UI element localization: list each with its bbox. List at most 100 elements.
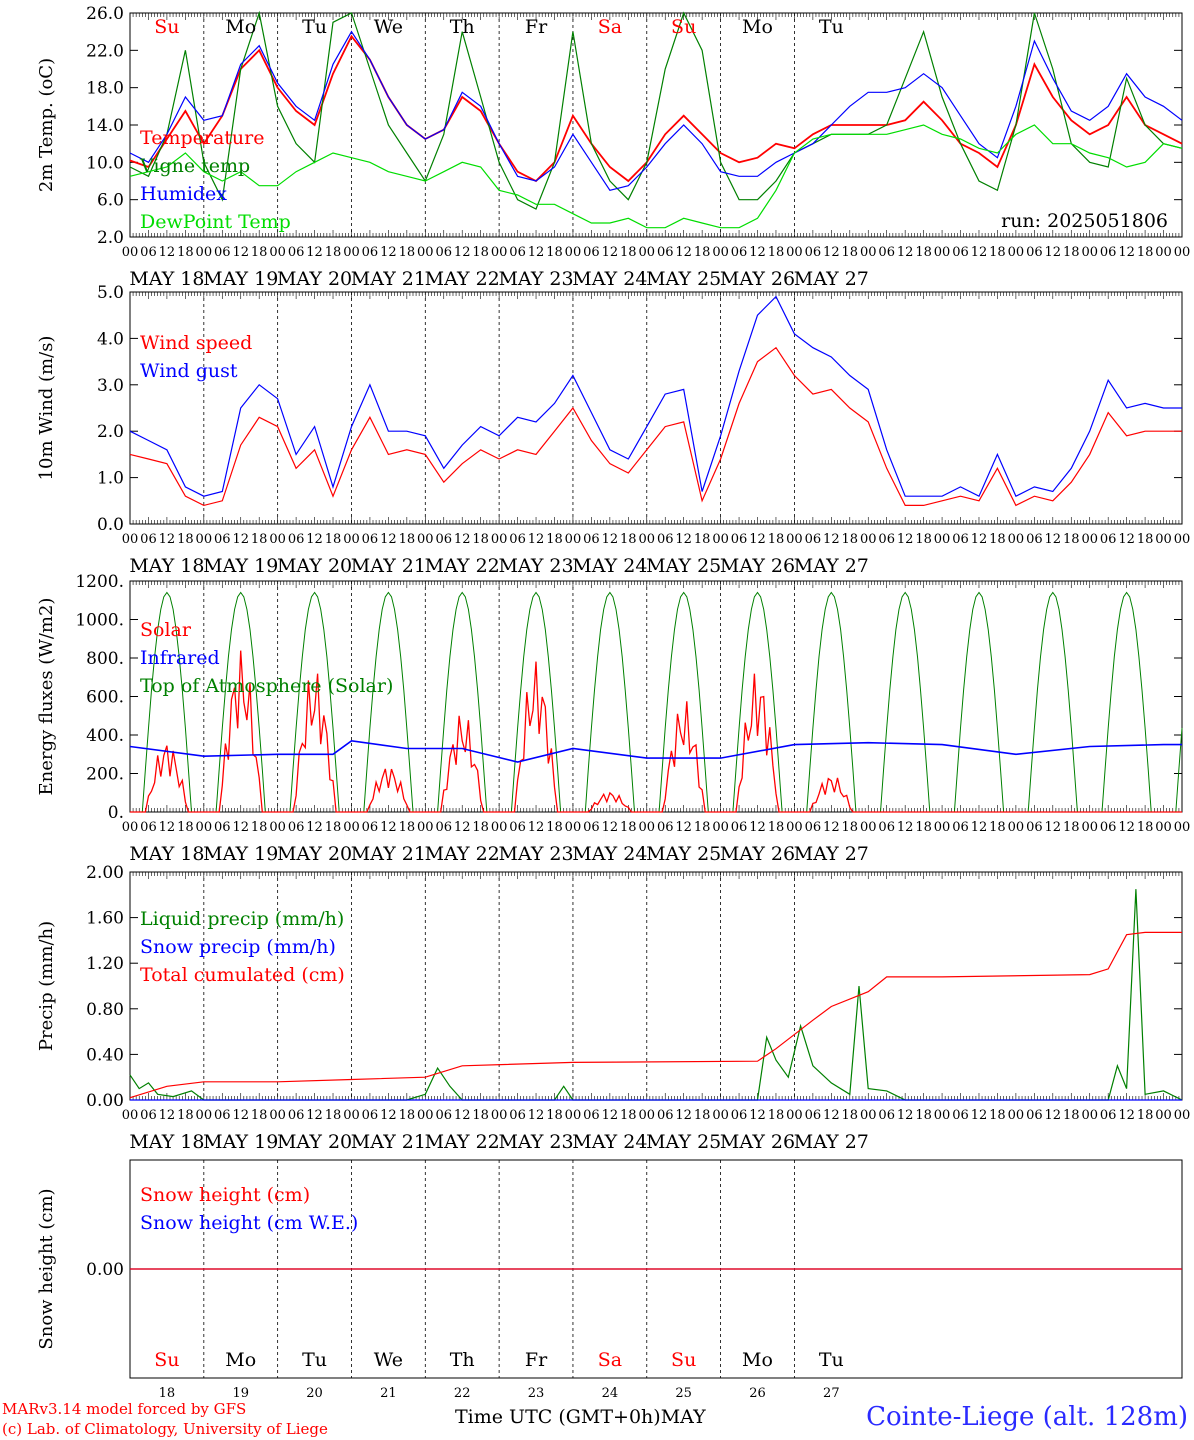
- date-label: MAY 20: [277, 555, 352, 577]
- legend-entry: Wind speed: [140, 332, 252, 354]
- hour-tick-label: 06: [435, 532, 452, 547]
- hour-tick-label: 06: [140, 1108, 157, 1123]
- hour-tick-label: 00: [491, 1108, 508, 1123]
- date-label: MAY 25: [646, 1131, 721, 1153]
- hour-tick-label: 12: [823, 245, 840, 260]
- date-label: MAY 21: [351, 1131, 426, 1153]
- hour-tick-label: 00: [196, 245, 213, 260]
- legend-entry: Solar: [140, 619, 192, 641]
- legend-entry: Snow precip (mm/h): [140, 936, 336, 958]
- day-number-label: 18: [159, 1386, 176, 1401]
- date-label: MAY 25: [646, 268, 721, 290]
- y-tick-label: 1.0: [97, 469, 124, 489]
- y-tick-label: 2.0: [97, 422, 124, 442]
- hour-tick-label: 18: [546, 1108, 563, 1123]
- hour-tick-label: 12: [1045, 820, 1062, 835]
- legend-entry: Snow height (cm): [140, 1184, 310, 1206]
- hour-tick-label: 00: [1174, 820, 1191, 835]
- hour-tick-label: 18: [1063, 820, 1080, 835]
- hour-tick-label: 06: [952, 245, 969, 260]
- hour-tick-label: 06: [140, 532, 157, 547]
- y-tick-label: 2.00: [86, 863, 124, 883]
- hour-tick-label: 06: [805, 1108, 822, 1123]
- hour-tick-label: 12: [1118, 532, 1135, 547]
- weekday-label-top: Su: [671, 16, 696, 38]
- hour-tick-label: 00: [196, 820, 213, 835]
- date-label: MAY 23: [498, 268, 573, 290]
- hour-tick-label: 18: [251, 245, 268, 260]
- x-axis-title: Time UTC (GMT+0h): [455, 1406, 661, 1428]
- date-label: MAY 20: [277, 268, 352, 290]
- hour-tick-label: 00: [122, 820, 139, 835]
- day-number-label: 26: [749, 1386, 766, 1401]
- hour-tick-label: 00: [269, 820, 286, 835]
- hour-tick-label: 00: [269, 1108, 286, 1123]
- hour-tick-label: 18: [251, 820, 268, 835]
- plot-frame: [129, 12, 1183, 238]
- legend-entry: Infrared: [140, 647, 220, 669]
- hour-tick-label: 12: [454, 1108, 471, 1123]
- hour-tick-label: 06: [583, 245, 600, 260]
- day-number-label: 23: [528, 1386, 545, 1401]
- hour-tick-label: 18: [177, 532, 194, 547]
- hour-tick-label: 12: [971, 532, 988, 547]
- date-label: MAY 24: [572, 843, 647, 865]
- hour-tick-label: 00: [1081, 245, 1098, 260]
- hour-tick-label: 12: [232, 820, 249, 835]
- hour-tick-label: 06: [1100, 245, 1117, 260]
- weekday-label-top: Su: [154, 16, 179, 38]
- date-label: MAY 22: [425, 1131, 500, 1153]
- hour-tick-label: 06: [805, 245, 822, 260]
- hour-tick-label: 18: [989, 1108, 1006, 1123]
- hour-tick-label: 18: [915, 1108, 932, 1123]
- y-tick-label: 2.0: [97, 228, 124, 248]
- hour-tick-label: 18: [1137, 532, 1154, 547]
- hour-tick-label: 06: [657, 1108, 674, 1123]
- hour-tick-label: 12: [675, 245, 692, 260]
- hour-tick-label: 00: [712, 532, 729, 547]
- hour-tick-label: 12: [823, 532, 840, 547]
- hour-tick-label: 12: [454, 820, 471, 835]
- hour-tick-label: 00: [1174, 1108, 1191, 1123]
- hour-tick-label: 00: [417, 1108, 434, 1123]
- hour-tick-label: 12: [159, 532, 176, 547]
- hour-tick-label: 12: [675, 532, 692, 547]
- hour-tick-label: 12: [971, 1108, 988, 1123]
- y-axis-label: 10m Wind (m/s): [36, 336, 57, 481]
- hour-tick-label: 00: [638, 245, 655, 260]
- date-label: MAY 27: [794, 268, 869, 290]
- hour-tick-label: 00: [934, 1108, 951, 1123]
- y-axis-label: Energy fluxes (W/m2): [36, 598, 57, 796]
- hour-tick-label: 06: [288, 245, 305, 260]
- hour-tick-label: 12: [602, 820, 619, 835]
- hour-tick-label: 06: [362, 245, 379, 260]
- y-tick-label: 18.0: [86, 79, 124, 99]
- hour-tick-label: 18: [768, 245, 785, 260]
- hour-tick-label: 12: [232, 532, 249, 547]
- hour-tick-label: 12: [749, 245, 766, 260]
- hour-tick-label: 18: [472, 532, 489, 547]
- y-tick-label: 3.0: [97, 376, 124, 396]
- hour-tick-label: 18: [915, 820, 932, 835]
- date-label: MAY 18: [129, 1131, 204, 1153]
- hour-tick-label: 18: [1137, 820, 1154, 835]
- hour-tick-label: 12: [306, 1108, 323, 1123]
- hour-tick-label: 18: [694, 1108, 711, 1123]
- hour-tick-label: 06: [805, 532, 822, 547]
- legend-entry: Temperature: [140, 127, 264, 149]
- y-tick-label: 1.60: [86, 909, 124, 929]
- hour-tick-label: 00: [343, 1108, 360, 1123]
- hour-tick-label: 06: [435, 820, 452, 835]
- hour-tick-label: 06: [583, 820, 600, 835]
- series-line: [129, 931, 1182, 1099]
- y-tick-label: 0.80: [86, 1000, 124, 1020]
- hour-tick-label: 00: [712, 245, 729, 260]
- hour-tick-label: 06: [878, 532, 895, 547]
- date-label: MAY 27: [794, 555, 869, 577]
- hour-tick-label: 06: [952, 532, 969, 547]
- hour-tick-label: 00: [343, 532, 360, 547]
- hour-tick-label: 18: [768, 532, 785, 547]
- toa-solar-line: [130, 591, 1183, 813]
- legend-entry: Humidex: [140, 183, 227, 205]
- weekday-label-top: We: [374, 16, 403, 38]
